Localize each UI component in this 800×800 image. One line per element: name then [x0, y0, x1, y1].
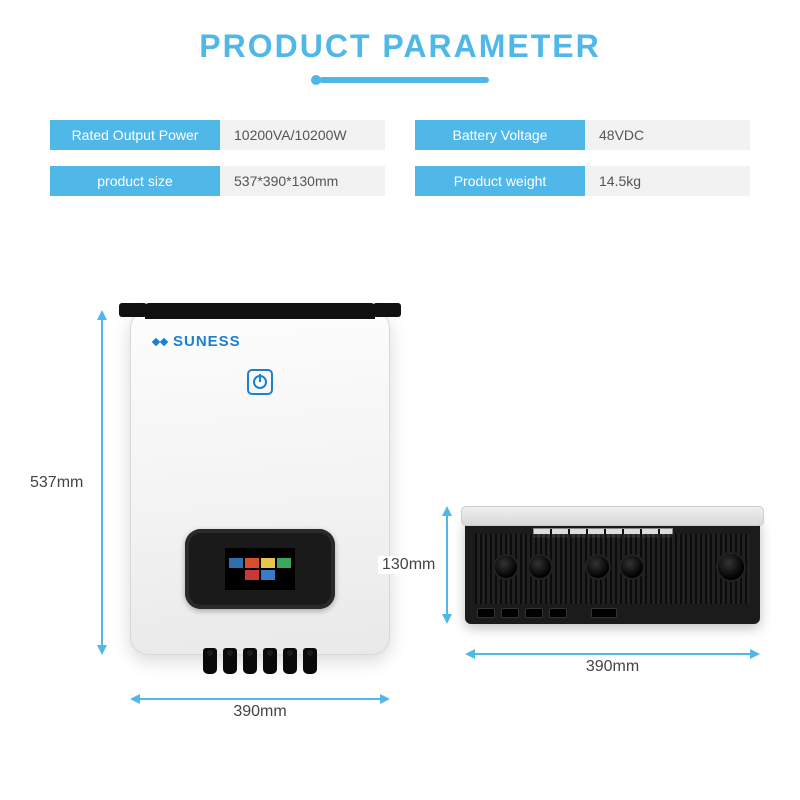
dim-line — [465, 653, 760, 655]
lcd-segment — [245, 570, 259, 580]
brand-text: SUNESS — [173, 333, 241, 350]
spec-row: Rated Output Power 10200VA/10200W Batter… — [50, 120, 750, 150]
dimension-front-height: 537mm — [88, 310, 116, 655]
spec-table: Rated Output Power 10200VA/10200W Batter… — [50, 120, 750, 212]
lcd-segment — [277, 558, 291, 568]
dimension-bottom-height: 130mm — [436, 506, 458, 624]
device-bottom-top-edge — [461, 506, 764, 526]
connector — [283, 648, 297, 674]
device-front-view: SUNESS — [130, 310, 390, 655]
dim-line — [101, 310, 103, 655]
lcd-segment — [261, 570, 275, 580]
title-underline — [0, 75, 800, 85]
spec-row: product size 537*390*130mm Product weigh… — [50, 166, 750, 196]
bottom-connectors — [203, 648, 317, 674]
connector — [203, 648, 217, 674]
mount-tab-right — [373, 303, 401, 317]
brand-icon — [153, 335, 167, 349]
connector — [263, 648, 277, 674]
comm-port — [591, 608, 617, 618]
page-title: PRODUCT PARAMETER — [0, 28, 800, 65]
underline-bar — [319, 77, 489, 83]
diagram-area: SUNESS — [0, 290, 800, 800]
port-row — [477, 606, 748, 620]
port — [501, 608, 519, 618]
lcd-segment — [245, 558, 259, 568]
dim-label-bottom-width: 390mm — [582, 658, 643, 676]
round-port — [619, 554, 645, 580]
dim-label-bottom-height: 130mm — [378, 556, 439, 574]
lcd-panel — [185, 529, 335, 609]
dim-arrow-icon — [439, 506, 455, 624]
power-button-icon — [247, 369, 273, 395]
spec-value-weight: 14.5kg — [585, 166, 750, 196]
round-port — [585, 554, 611, 580]
device-bottom-view — [465, 516, 760, 624]
spec-pair: Product weight 14.5kg — [415, 166, 750, 196]
dim-label-front-height: 537mm — [26, 474, 87, 492]
spec-label-size: product size — [50, 166, 220, 196]
spec-value-power: 10200VA/10200W — [220, 120, 385, 150]
connector — [303, 648, 317, 674]
spec-label-power: Rated Output Power — [50, 120, 220, 150]
lcd-segment — [229, 558, 243, 568]
dimension-front-width: 390mm — [130, 685, 390, 713]
connector — [223, 648, 237, 674]
port — [549, 608, 567, 618]
round-port — [527, 554, 553, 580]
spec-pair: product size 537*390*130mm — [50, 166, 385, 196]
brand-logo: SUNESS — [153, 333, 241, 350]
dim-label-front-width: 390mm — [229, 703, 290, 721]
mount-bracket-top — [145, 303, 375, 319]
port — [525, 608, 543, 618]
dim-line — [446, 506, 448, 624]
spec-label-voltage: Battery Voltage — [415, 120, 585, 150]
port — [477, 608, 495, 618]
connector — [243, 648, 257, 674]
round-port-large — [716, 552, 746, 582]
round-port — [493, 554, 519, 580]
spec-pair: Rated Output Power 10200VA/10200W — [50, 120, 385, 150]
dimension-bottom-width: 390mm — [465, 640, 760, 668]
dim-line — [130, 698, 390, 700]
power-symbol-icon — [253, 375, 267, 389]
spec-label-weight: Product weight — [415, 166, 585, 196]
spec-pair: Battery Voltage 48VDC — [415, 120, 750, 150]
lcd-screen — [225, 548, 295, 590]
spec-value-voltage: 48VDC — [585, 120, 750, 150]
dim-arrow-icon — [94, 310, 110, 655]
spec-value-size: 537*390*130mm — [220, 166, 385, 196]
mount-tab-left — [119, 303, 147, 317]
header: PRODUCT PARAMETER — [0, 0, 800, 85]
lcd-segment — [261, 558, 275, 568]
